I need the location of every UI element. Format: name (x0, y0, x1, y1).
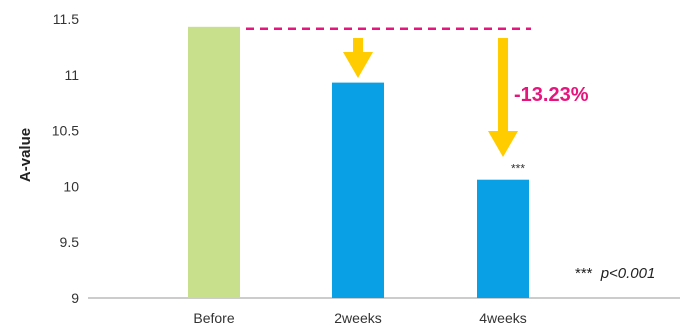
y-tick-label: 11.5 (53, 11, 79, 27)
bar-4weeks (477, 179, 529, 298)
y-axis-ticks: 9 9.5 10 10.5 11 11.5 (52, 11, 79, 306)
bars (188, 26, 529, 298)
y-axis-label: A-value (17, 128, 34, 182)
y-tick-label: 9.5 (60, 234, 80, 250)
bar-2weeks (332, 82, 384, 298)
y-tick-label: 10 (63, 178, 79, 194)
y-tick-label: 10.5 (52, 123, 79, 139)
y-tick-label: 11 (64, 67, 79, 83)
footnote: *** p<0.001 (575, 265, 655, 282)
x-axis-ticks: Before 2weeks 4weeks (193, 310, 526, 326)
significance-marker: *** (511, 162, 525, 176)
footnote-stars: *** (575, 265, 593, 282)
arrow-2weeks-icon (343, 38, 373, 78)
x-tick-label: 4weeks (479, 310, 526, 326)
x-tick-label: Before (193, 310, 234, 326)
reduction-label: -13.23% (514, 84, 589, 106)
footnote-p-value: p<0.001 (600, 265, 656, 282)
x-tick-label: 2weeks (334, 310, 381, 326)
arrow-4weeks-icon (488, 38, 518, 157)
y-tick-label: 9 (71, 290, 79, 306)
bar-before (188, 26, 240, 298)
